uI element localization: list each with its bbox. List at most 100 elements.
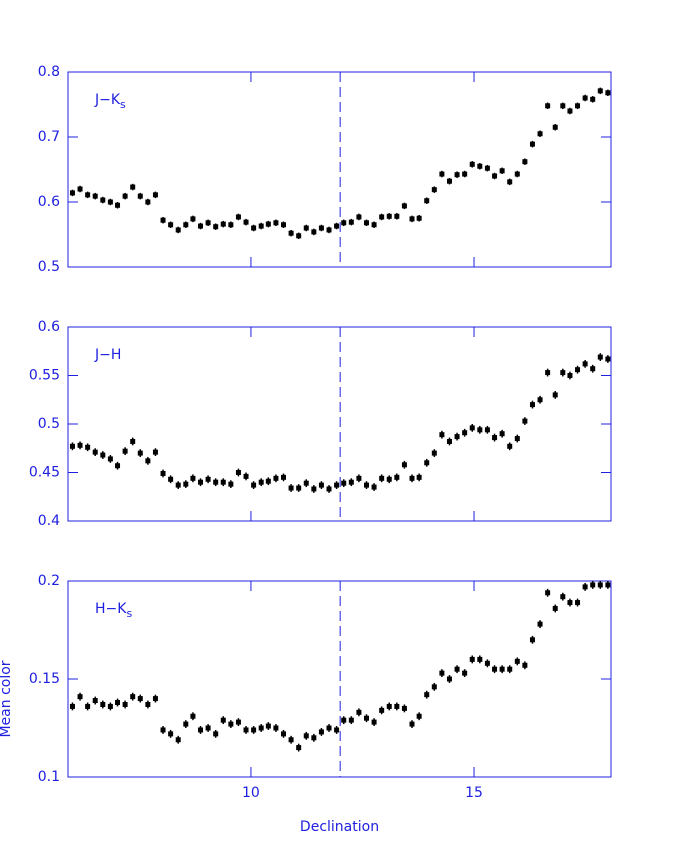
point (85, 192, 91, 198)
point (152, 192, 158, 198)
point (356, 709, 362, 715)
point (326, 486, 332, 492)
point (537, 131, 543, 137)
point (477, 656, 483, 662)
point (394, 213, 400, 219)
panel: 0.5 0.6 0.7 0.8 J−Ks (38, 64, 612, 275)
point (100, 701, 106, 707)
point (363, 482, 369, 488)
point (552, 392, 558, 398)
point (183, 721, 189, 727)
point (265, 478, 271, 484)
point (401, 203, 407, 209)
point (454, 434, 460, 440)
point (77, 186, 83, 192)
point (273, 220, 279, 226)
point (175, 482, 181, 488)
point (446, 438, 452, 444)
point (152, 449, 158, 455)
point (409, 721, 415, 727)
point (168, 222, 174, 228)
point (401, 462, 407, 468)
point (213, 479, 219, 485)
point (69, 443, 75, 449)
point (334, 223, 340, 229)
point (499, 666, 505, 672)
point (416, 215, 422, 221)
point (130, 694, 136, 700)
point (130, 438, 136, 444)
point (273, 725, 279, 731)
point (469, 656, 475, 662)
point (296, 745, 302, 751)
point (311, 486, 317, 492)
point (454, 172, 460, 178)
point (545, 103, 551, 109)
point (575, 103, 581, 109)
point (386, 703, 392, 709)
y-tick-label: 0.7 (38, 129, 60, 145)
point (446, 178, 452, 184)
point (160, 727, 166, 733)
point (590, 366, 596, 372)
point (492, 666, 498, 672)
point (424, 460, 430, 466)
point (545, 590, 551, 596)
point (258, 479, 264, 485)
point (341, 480, 347, 486)
point (469, 161, 475, 167)
y-tick-label: 0.8 (38, 64, 60, 80)
point (160, 470, 166, 476)
point (499, 168, 505, 174)
point (537, 621, 543, 627)
point (446, 676, 452, 682)
point (228, 222, 234, 228)
point (439, 670, 445, 676)
point (228, 481, 234, 487)
point (122, 193, 128, 199)
point (477, 163, 483, 169)
point (205, 220, 211, 226)
point (213, 224, 219, 230)
point (318, 225, 324, 231)
point (77, 694, 83, 700)
point (371, 222, 377, 228)
point (507, 666, 513, 672)
point (190, 713, 196, 719)
point (484, 165, 490, 171)
point (439, 432, 445, 438)
point (100, 452, 106, 458)
point (122, 701, 128, 707)
point (296, 485, 302, 491)
point (582, 361, 588, 367)
point (326, 725, 332, 731)
point (235, 214, 241, 220)
point (137, 193, 143, 199)
point (251, 482, 257, 488)
point (575, 367, 581, 373)
point (522, 159, 528, 165)
point (529, 141, 535, 147)
point (492, 173, 498, 179)
point (454, 666, 460, 672)
x-tick-label: 15 (465, 785, 483, 801)
point (431, 450, 437, 456)
point (183, 481, 189, 487)
point (363, 715, 369, 721)
y-tick-label: 0.2 (38, 573, 60, 589)
point (183, 222, 189, 228)
point (107, 456, 113, 462)
point (160, 217, 166, 223)
point (514, 171, 520, 177)
point (303, 480, 309, 486)
point (431, 187, 437, 193)
point (198, 727, 204, 733)
point (590, 96, 596, 102)
point (205, 476, 211, 482)
point (507, 179, 513, 185)
point (469, 425, 475, 431)
point (258, 725, 264, 731)
point (265, 723, 271, 729)
point (85, 703, 91, 709)
point (492, 435, 498, 441)
